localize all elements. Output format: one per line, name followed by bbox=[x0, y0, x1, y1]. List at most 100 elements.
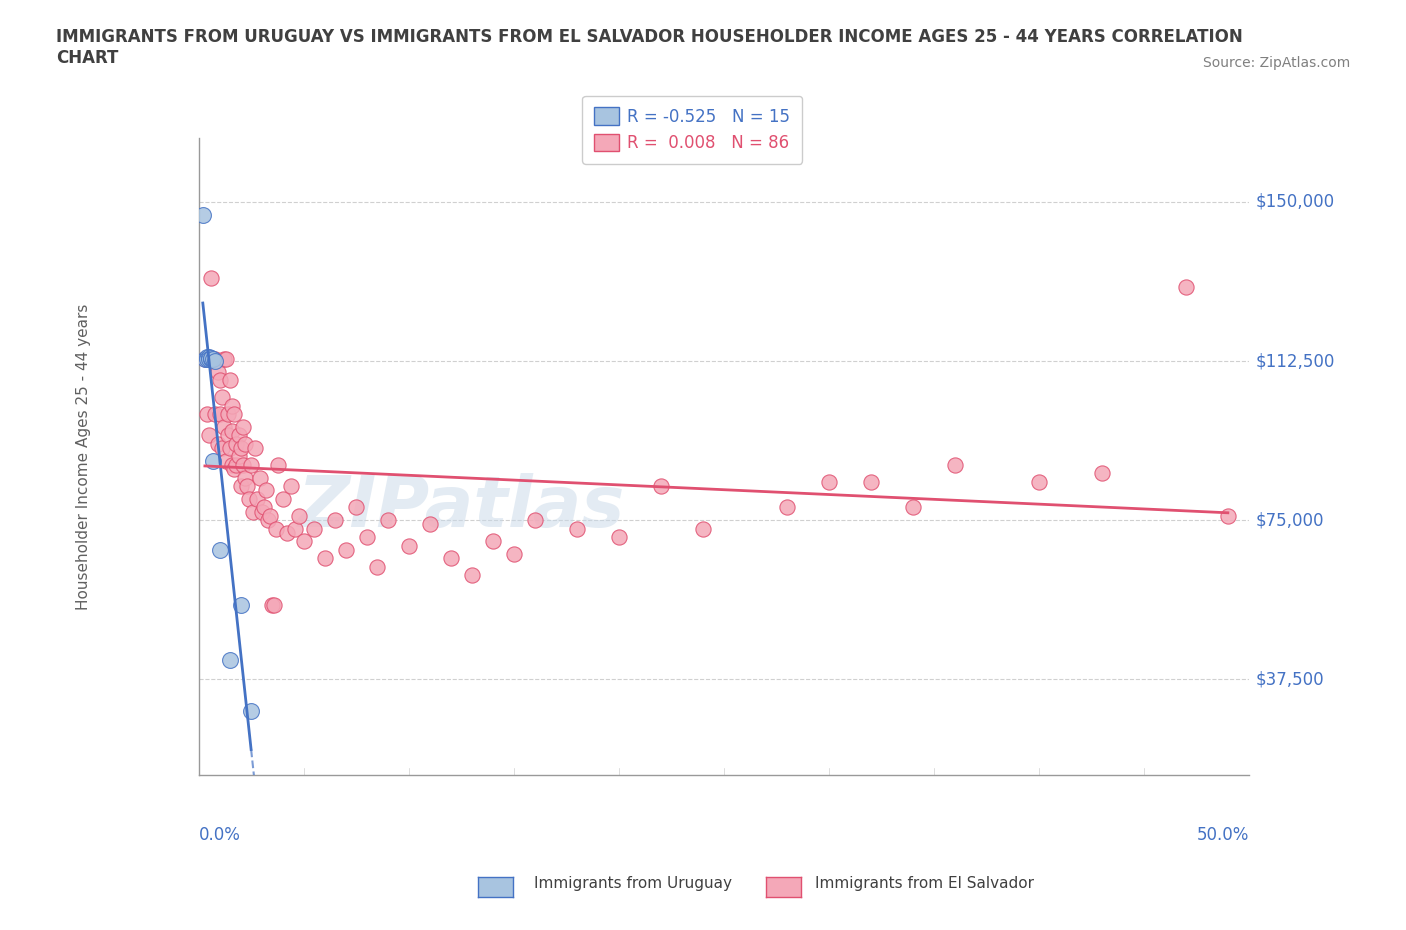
Point bbox=[219, 653, 242, 668]
Point bbox=[202, 352, 225, 366]
Point bbox=[607, 530, 630, 545]
Point bbox=[250, 504, 273, 519]
Point bbox=[224, 462, 246, 477]
Point bbox=[502, 547, 524, 562]
Point bbox=[242, 504, 264, 519]
Legend: R = -0.525   N = 15, R =  0.008   N = 86: R = -0.525 N = 15, R = 0.008 N = 86 bbox=[582, 96, 801, 164]
Point bbox=[253, 500, 276, 515]
Point bbox=[198, 428, 221, 443]
Point bbox=[219, 441, 242, 456]
Point bbox=[207, 436, 229, 451]
Point bbox=[202, 453, 225, 468]
Point bbox=[200, 352, 222, 366]
Point bbox=[245, 441, 267, 456]
Point bbox=[229, 597, 252, 612]
Text: Householder Income Ages 25 - 44 years: Householder Income Ages 25 - 44 years bbox=[76, 303, 90, 610]
Point bbox=[224, 406, 246, 421]
Point bbox=[565, 521, 588, 536]
Point bbox=[523, 512, 546, 527]
Point bbox=[233, 471, 256, 485]
Point bbox=[271, 491, 294, 506]
Point bbox=[314, 551, 336, 565]
Point bbox=[228, 449, 250, 464]
Point bbox=[335, 542, 357, 557]
Point bbox=[229, 441, 252, 456]
Point bbox=[208, 406, 231, 421]
Point bbox=[233, 436, 256, 451]
Point bbox=[212, 352, 235, 366]
Point bbox=[219, 373, 242, 388]
Point bbox=[419, 517, 441, 532]
Text: 50.0%: 50.0% bbox=[1197, 826, 1249, 844]
Text: Immigrants from El Salvador: Immigrants from El Salvador bbox=[815, 876, 1035, 891]
Point bbox=[208, 373, 231, 388]
Point bbox=[292, 534, 315, 549]
Point bbox=[377, 512, 399, 527]
Point bbox=[440, 551, 463, 565]
Point bbox=[859, 474, 882, 489]
Point bbox=[323, 512, 346, 527]
Point bbox=[225, 436, 247, 451]
Point bbox=[225, 458, 247, 472]
Point bbox=[198, 350, 221, 365]
Text: Source: ZipAtlas.com: Source: ZipAtlas.com bbox=[1202, 56, 1350, 70]
Point bbox=[236, 479, 259, 494]
Point bbox=[246, 491, 269, 506]
Point bbox=[221, 458, 243, 472]
Point bbox=[366, 559, 388, 574]
Point bbox=[1028, 474, 1050, 489]
Point bbox=[1091, 466, 1114, 481]
Point bbox=[460, 568, 482, 583]
Point bbox=[1216, 509, 1239, 524]
Point bbox=[217, 428, 239, 443]
Point bbox=[344, 500, 367, 515]
Point bbox=[200, 351, 222, 365]
Point bbox=[229, 479, 252, 494]
Text: $37,500: $37,500 bbox=[1256, 671, 1324, 688]
Point bbox=[943, 458, 966, 472]
Point bbox=[262, 597, 284, 612]
Point bbox=[215, 453, 238, 468]
Point bbox=[257, 512, 280, 527]
Point bbox=[481, 534, 503, 549]
Point bbox=[249, 471, 271, 485]
Point bbox=[191, 207, 214, 222]
Point bbox=[692, 521, 714, 536]
Point bbox=[217, 406, 239, 421]
Point bbox=[266, 521, 288, 536]
Point bbox=[198, 352, 221, 366]
Point bbox=[776, 500, 799, 515]
Point bbox=[204, 353, 226, 368]
Point bbox=[204, 406, 226, 421]
Point bbox=[204, 352, 226, 366]
Point bbox=[276, 525, 298, 540]
Point bbox=[232, 458, 254, 472]
Point bbox=[817, 474, 839, 489]
Text: Immigrants from Uruguay: Immigrants from Uruguay bbox=[534, 876, 733, 891]
Point bbox=[211, 441, 233, 456]
Point bbox=[228, 428, 250, 443]
Text: $150,000: $150,000 bbox=[1256, 193, 1334, 211]
Text: IMMIGRANTS FROM URUGUAY VS IMMIGRANTS FROM EL SALVADOR HOUSEHOLDER INCOME AGES 2: IMMIGRANTS FROM URUGUAY VS IMMIGRANTS FR… bbox=[56, 28, 1243, 67]
Point bbox=[901, 500, 924, 515]
Point bbox=[211, 390, 233, 405]
Point bbox=[195, 350, 218, 365]
Point bbox=[195, 352, 218, 366]
Point bbox=[240, 458, 263, 472]
Point bbox=[302, 521, 325, 536]
Text: $75,000: $75,000 bbox=[1256, 512, 1323, 529]
Point bbox=[284, 521, 307, 536]
Point bbox=[212, 419, 235, 434]
Point bbox=[259, 509, 281, 524]
Point bbox=[254, 483, 277, 498]
Point bbox=[221, 398, 243, 413]
Point bbox=[207, 365, 229, 379]
Point bbox=[195, 406, 218, 421]
Text: $112,500: $112,500 bbox=[1256, 352, 1334, 370]
Text: 0.0%: 0.0% bbox=[198, 826, 240, 844]
Text: ZIPatlas: ZIPatlas bbox=[298, 472, 624, 542]
Point bbox=[267, 458, 290, 472]
Point bbox=[238, 491, 260, 506]
Point bbox=[398, 538, 420, 553]
Point bbox=[221, 423, 243, 438]
